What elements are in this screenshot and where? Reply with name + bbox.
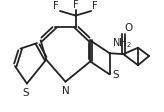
Text: NH$_2$: NH$_2$ bbox=[112, 36, 132, 49]
Text: F: F bbox=[73, 0, 78, 10]
Text: F: F bbox=[53, 1, 59, 11]
Text: S: S bbox=[112, 70, 119, 80]
Text: O: O bbox=[124, 23, 133, 33]
Text: F: F bbox=[92, 1, 98, 11]
Text: N: N bbox=[62, 86, 69, 96]
Text: S: S bbox=[23, 87, 29, 97]
